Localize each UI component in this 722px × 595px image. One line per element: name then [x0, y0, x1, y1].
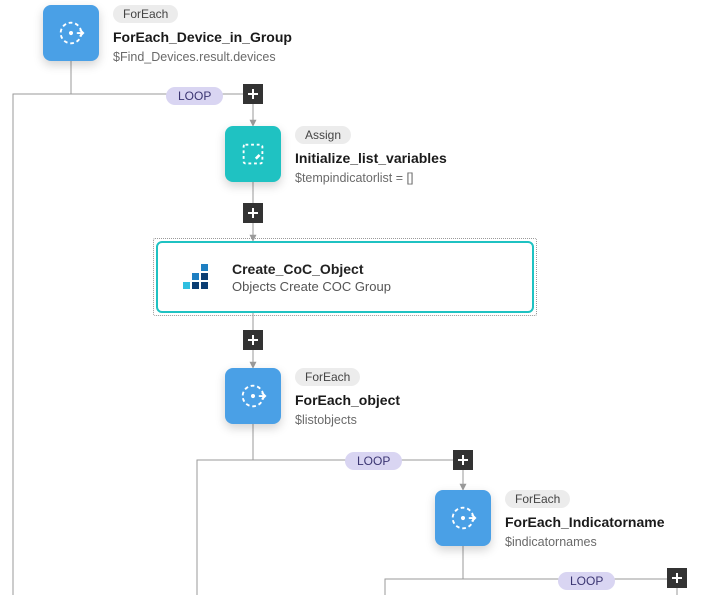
loop-badge: LOOP — [166, 87, 223, 105]
add-step-button[interactable] — [243, 330, 263, 350]
node-type-badge: ForEach — [113, 5, 178, 23]
node-labels: ForEach ForEach_object $listobjects — [295, 368, 400, 427]
node-title: Initialize_list_variables — [295, 150, 447, 166]
node-subtitle: $Find_Devices.result.devices — [113, 50, 292, 64]
edge — [385, 546, 463, 595]
node-title: ForEach_object — [295, 392, 400, 408]
node-title: Create_CoC_Object — [232, 261, 391, 277]
add-step-button[interactable] — [243, 203, 263, 223]
node-title: ForEach_Device_in_Group — [113, 29, 292, 45]
foreach-icon — [238, 381, 268, 411]
add-step-button[interactable] — [243, 84, 263, 104]
node-labels: ForEach ForEach_Indicatorname $indicator… — [505, 490, 665, 549]
node-subtitle: $listobjects — [295, 413, 400, 427]
node-type-badge: ForEach — [505, 490, 570, 508]
flow-canvas: ForEach ForEach_Device_in_Group $Find_De… — [0, 0, 722, 595]
node-labels: Create_CoC_Object Objects Create COC Gro… — [232, 261, 391, 294]
node-labels: Assign Initialize_list_variables $tempin… — [295, 126, 447, 185]
node-labels: ForEach ForEach_Device_in_Group $Find_De… — [113, 5, 292, 64]
node-type-badge: ForEach — [295, 368, 360, 386]
node-initialize-list-variables[interactable] — [225, 126, 281, 182]
add-step-button[interactable] — [667, 568, 687, 588]
node-subtitle: Objects Create COC Group — [232, 279, 391, 294]
edge — [13, 61, 71, 595]
edge — [71, 61, 253, 126]
node-subtitle: $tempindicatorlist = [] — [295, 171, 447, 185]
node-create-coc-object[interactable]: Create_CoC_Object Objects Create COC Gro… — [156, 241, 534, 313]
edge — [197, 424, 253, 595]
node-foreach-device-in-group[interactable] — [43, 5, 99, 61]
node-foreach-indicatorname[interactable] — [435, 490, 491, 546]
node-type-badge: Assign — [295, 126, 351, 144]
foreach-icon — [448, 503, 478, 533]
node-title: ForEach_Indicatorname — [505, 514, 665, 530]
loop-badge: LOOP — [345, 452, 402, 470]
add-step-button[interactable] — [453, 450, 473, 470]
bar-chart-icon — [176, 257, 216, 297]
node-subtitle: $indicatornames — [505, 535, 665, 549]
assign-icon — [238, 139, 268, 169]
loop-badge: LOOP — [558, 572, 615, 590]
node-foreach-object[interactable] — [225, 368, 281, 424]
foreach-icon — [56, 18, 86, 48]
